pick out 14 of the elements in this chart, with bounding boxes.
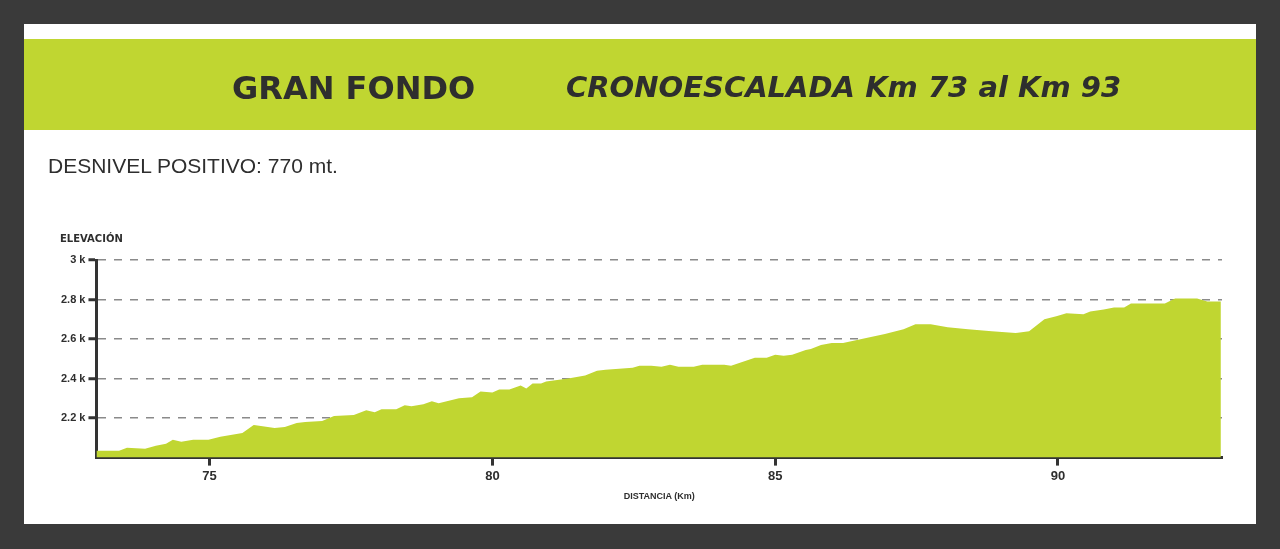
y-tick-label: 2.4 k (61, 371, 87, 384)
x-tick-label: 85 (767, 467, 783, 483)
chart-title: GRAN FONDO (232, 69, 476, 107)
y-tick-label: 2.8 k (61, 292, 87, 305)
x-tick-label: 75 (202, 467, 217, 483)
x-tick-label: 90 (1050, 467, 1066, 483)
y-tick-label: 2.6 k (61, 332, 87, 345)
text: DESNIVEL POSITIVO: 770 mt. (48, 154, 338, 178)
y-axis-title: ELEVACIÓN (60, 231, 123, 244)
chart-subtitle: CRONOESCALADA Km 73 al Km 93 (566, 70, 1122, 104)
x-axis-title: DISTANCIA (Km) (623, 491, 695, 502)
y-tick-label: 3 k (70, 253, 87, 266)
y-tick-label: 2.2 k (61, 411, 87, 424)
x-tick-label: 80 (485, 467, 500, 483)
